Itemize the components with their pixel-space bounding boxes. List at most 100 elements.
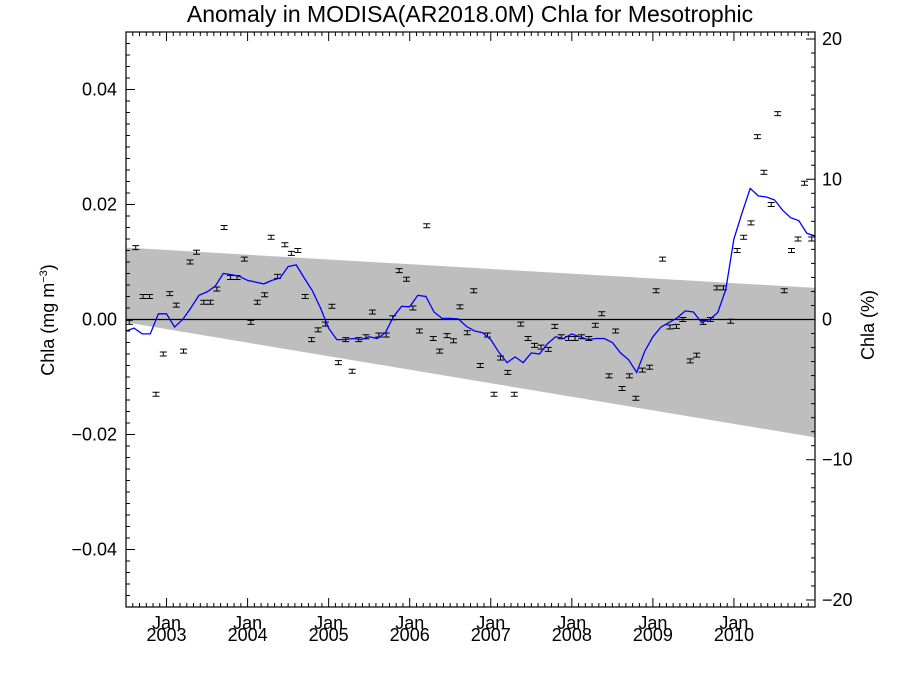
data-point <box>686 358 694 364</box>
data-point <box>733 248 741 253</box>
data-point <box>261 292 269 298</box>
band-area <box>126 247 815 438</box>
data-point <box>490 391 498 397</box>
x-tick-month: Jan <box>638 613 667 633</box>
data-point <box>172 302 180 308</box>
data-point <box>166 291 174 297</box>
data-point <box>253 299 261 305</box>
x-tick-month: Jan <box>476 613 505 633</box>
data-point <box>449 338 457 344</box>
data-point <box>794 236 802 242</box>
data-point <box>679 317 687 322</box>
data-point <box>463 330 471 336</box>
data-point <box>787 248 795 253</box>
data-point <box>544 346 552 352</box>
data-point <box>666 324 674 330</box>
data-point <box>605 373 613 379</box>
left-tick-label: 0.04 <box>82 80 117 100</box>
x-tick-month: Jan <box>557 613 586 633</box>
data-point <box>267 234 275 240</box>
data-point <box>220 225 228 230</box>
x-tick-year: 2003 <box>147 625 187 645</box>
x-tick-month: Jan <box>233 613 262 633</box>
data-point <box>200 299 208 305</box>
data-point <box>672 323 680 329</box>
data-point <box>294 248 302 253</box>
data-point <box>517 321 525 327</box>
data-point <box>727 318 735 324</box>
data-point <box>348 368 356 374</box>
data-point <box>146 294 154 299</box>
data-point <box>301 294 309 299</box>
x-axis: Jan2003Jan2004Jan2005Jan2006Jan2007Jan20… <box>125 32 816 645</box>
data-point <box>646 364 654 370</box>
x-tick-year: 2006 <box>390 625 430 645</box>
data-point <box>125 319 133 325</box>
data-point <box>800 180 808 186</box>
data-point <box>180 348 188 354</box>
data-point <box>308 337 316 343</box>
data-point <box>436 348 444 354</box>
running-mean-line <box>125 187 816 374</box>
data-point <box>247 319 255 325</box>
data-point <box>193 249 201 255</box>
left-tick-label: 0.02 <box>82 195 117 215</box>
x-tick-month: Jan <box>719 613 748 633</box>
data-point <box>314 327 322 333</box>
x-tick-year: 2008 <box>552 625 592 645</box>
data-point <box>713 285 721 291</box>
uncertainty-band <box>126 247 815 438</box>
data-point <box>618 386 626 391</box>
x-tick-year: 2004 <box>228 625 268 645</box>
x-tick-month: Jan <box>152 613 181 633</box>
data-point <box>159 351 167 357</box>
data-point <box>740 234 748 240</box>
right-tick-label: −20 <box>822 590 853 610</box>
data-point <box>186 259 194 265</box>
data-point <box>402 276 410 282</box>
x-tick-month: Jan <box>395 613 424 633</box>
data-point <box>591 322 599 328</box>
left-tick-label: −0.02 <box>71 425 117 445</box>
data-point <box>132 245 140 251</box>
data-point <box>808 236 816 242</box>
x-tick-year: 2007 <box>471 625 511 645</box>
data-point <box>456 304 464 310</box>
data-point <box>281 242 289 248</box>
data-point <box>139 294 147 299</box>
x-tick-year: 2010 <box>714 625 754 645</box>
data-point <box>780 288 788 294</box>
left-axis-label: Chla (mg m−3) <box>38 264 58 376</box>
data-point <box>753 134 761 140</box>
data-point <box>767 202 775 207</box>
right-tick-label: 20 <box>822 29 842 49</box>
right-axis-label: Chla (%) <box>858 290 878 360</box>
data-point <box>747 220 755 226</box>
data-point <box>476 363 484 368</box>
data-point <box>470 288 478 294</box>
data-point <box>395 268 403 274</box>
data-point <box>659 256 667 262</box>
x-tick-month: Jan <box>314 613 343 633</box>
data-point <box>625 373 633 379</box>
data-point <box>531 342 539 348</box>
data-point <box>240 256 248 262</box>
data-point <box>638 367 646 373</box>
running-mean-path <box>125 187 816 374</box>
chart-title: Anomaly in MODISA(AR2018.0M) Chla for Me… <box>187 1 753 27</box>
left-tick-label: −0.04 <box>71 540 117 560</box>
data-point <box>774 111 782 117</box>
x-tick-year: 2005 <box>309 625 349 645</box>
data-point <box>510 391 518 397</box>
x-tick-year: 2009 <box>633 625 673 645</box>
data-point <box>504 369 512 375</box>
data-point <box>760 169 768 175</box>
data-point <box>152 391 160 397</box>
left-y-axis: 0.04 0.02 0.00 −0.02 −0.04 <box>71 31 135 608</box>
right-tick-label: 10 <box>822 169 842 189</box>
right-tick-label: −10 <box>822 450 853 470</box>
data-point <box>598 311 606 317</box>
data-point <box>652 288 660 294</box>
left-tick-label: 0.00 <box>82 310 117 330</box>
